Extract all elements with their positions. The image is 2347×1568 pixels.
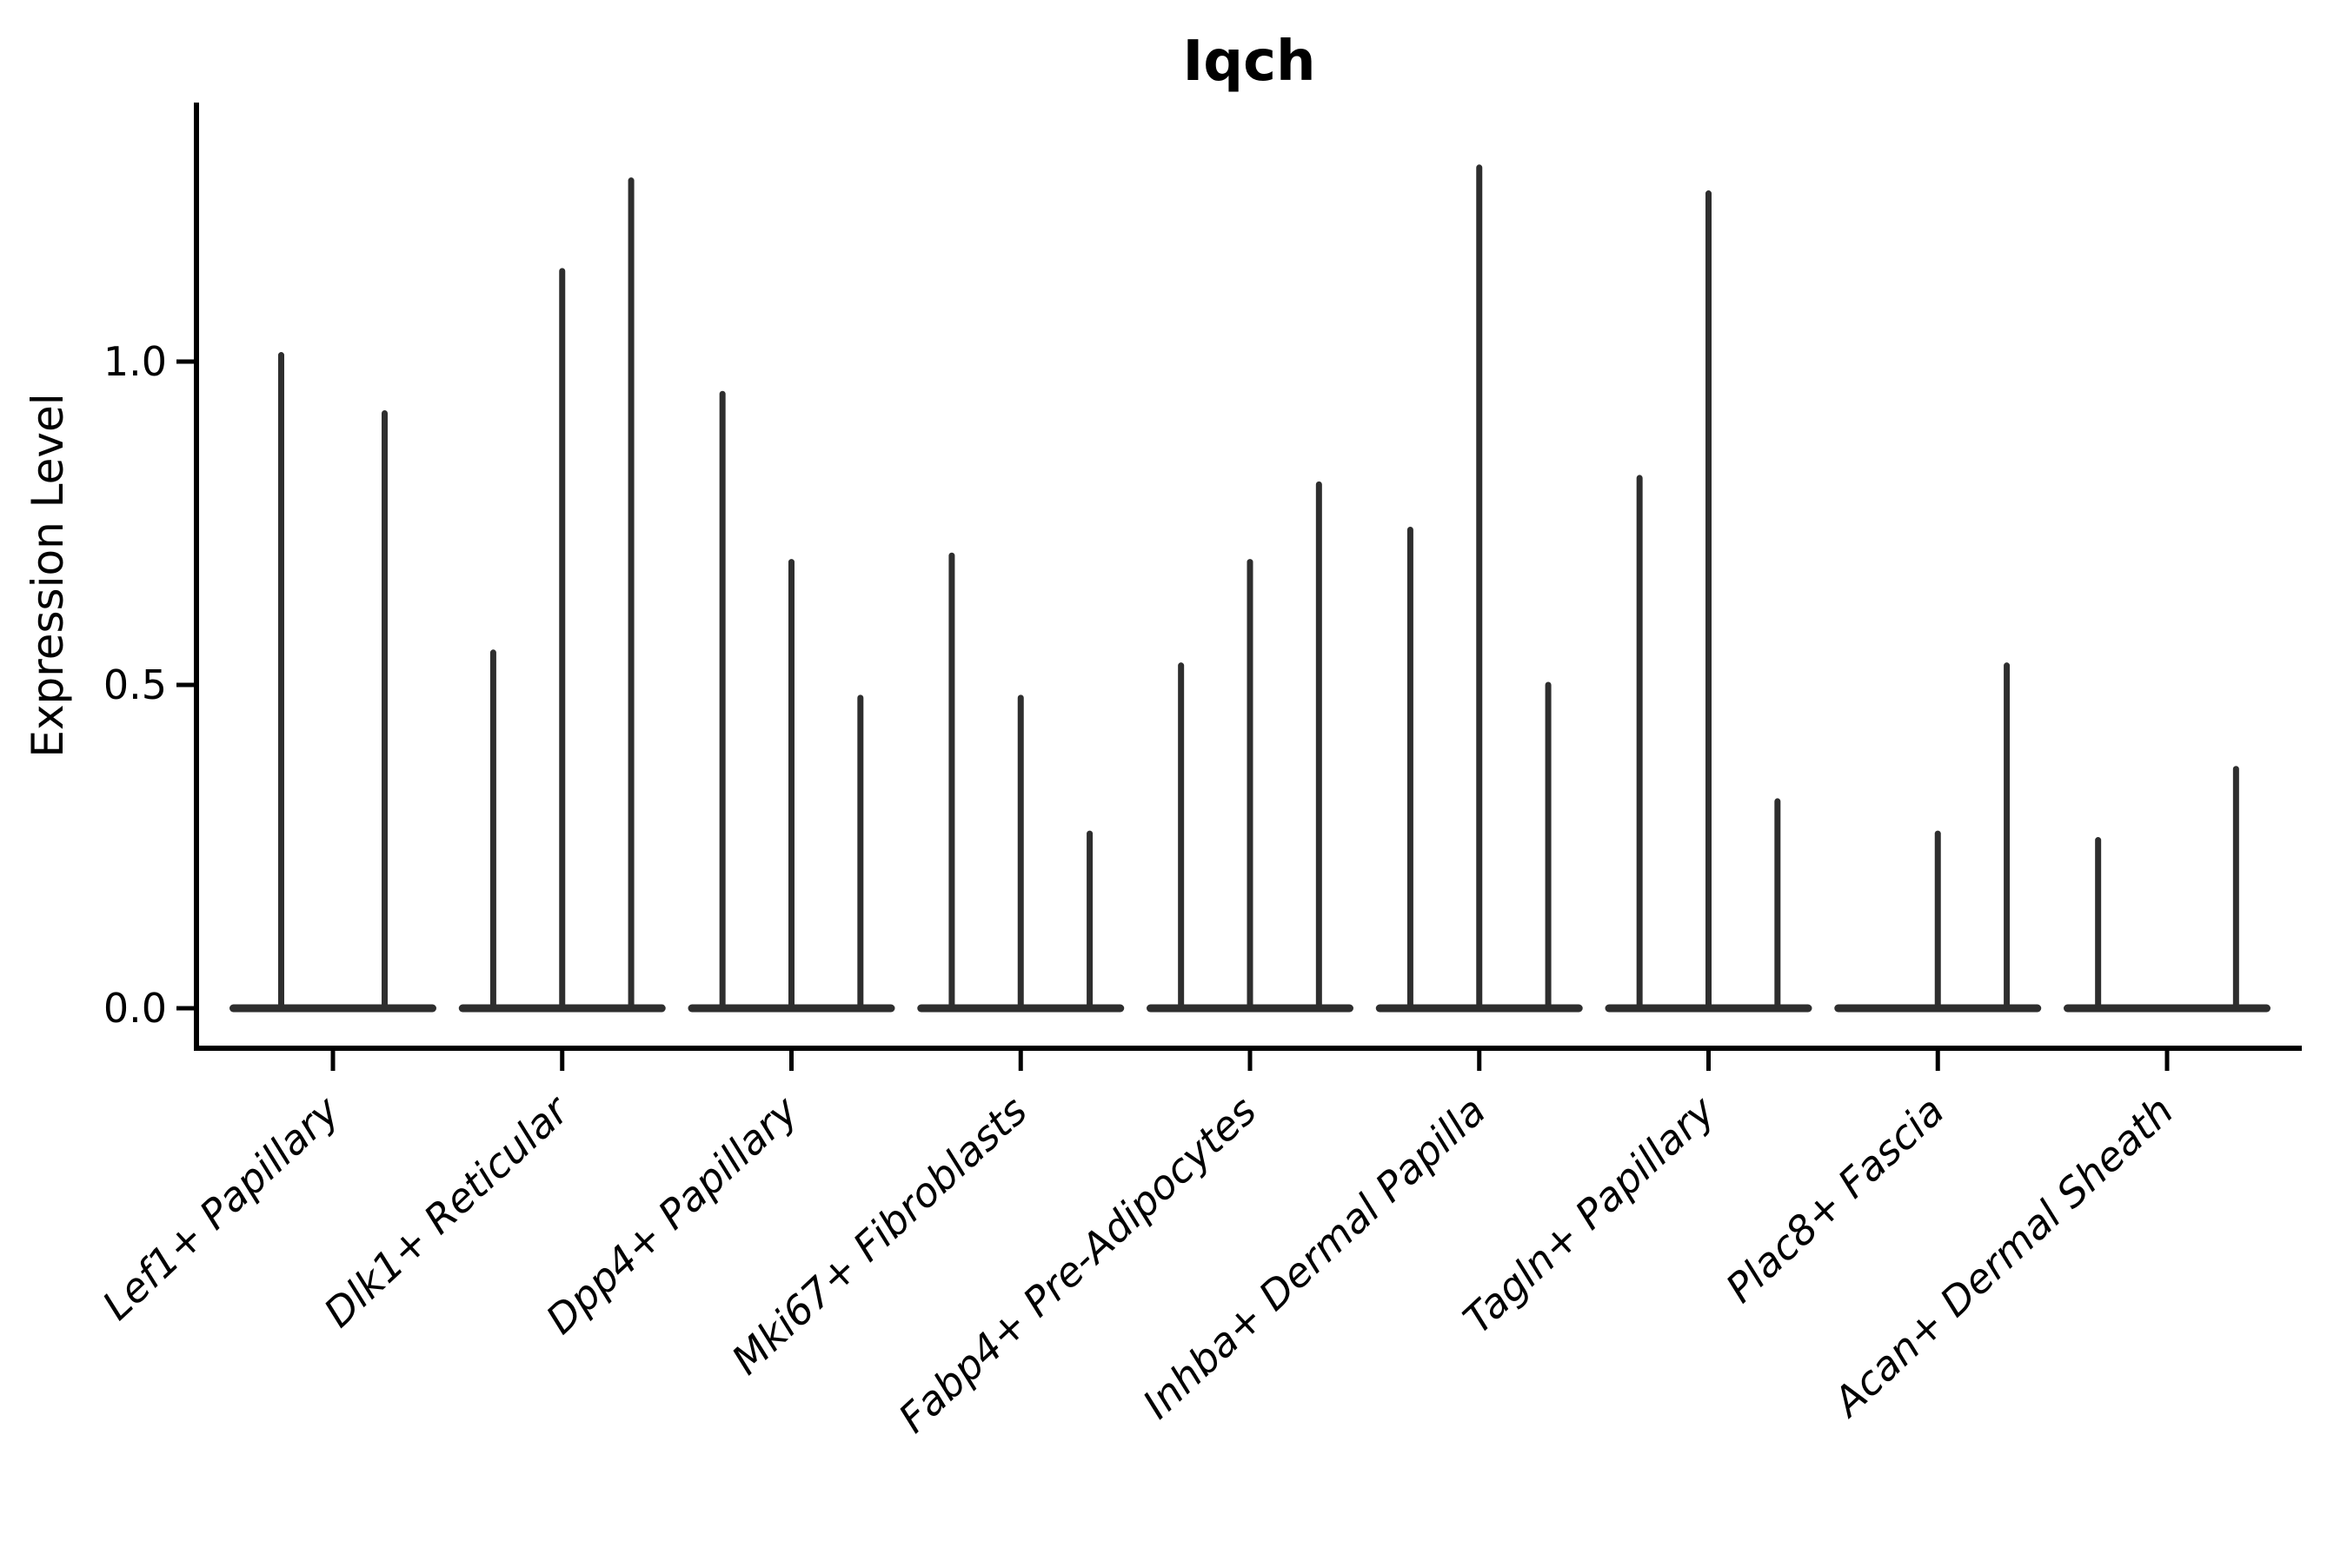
y-tick-label: 1.0	[103, 338, 167, 385]
x-tick-label: Lef1+ Papillary	[93, 1086, 349, 1329]
x-tick-label: Plac8+ Fascia	[1717, 1087, 1953, 1312]
chart-title: Iqch	[1182, 30, 1315, 94]
x-tick-label: Tagln+ Papillary	[1454, 1086, 1725, 1343]
x-tick-label: Dlk1+ Reticular	[315, 1085, 579, 1336]
violin-baseline	[229, 1004, 436, 1013]
violin-baseline	[2064, 1004, 2271, 1013]
y-axis-label: Expression Level	[23, 393, 73, 757]
x-tick-label: Dpp4+ Papillary	[537, 1086, 808, 1343]
y-tick-label: 0.5	[103, 661, 167, 708]
y-tick-label: 0.0	[103, 985, 167, 1032]
